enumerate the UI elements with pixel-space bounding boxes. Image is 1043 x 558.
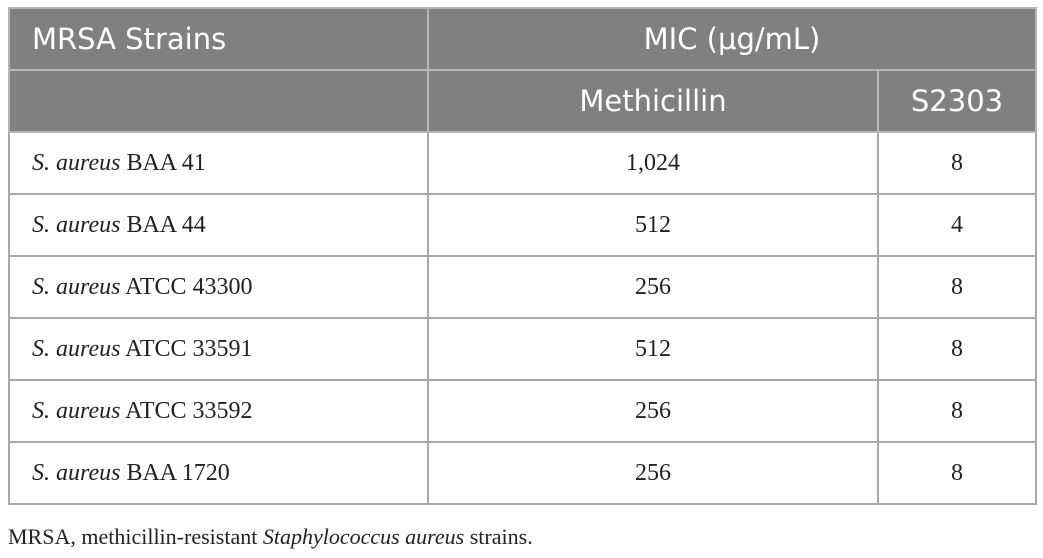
column-header: Methicillin [427, 69, 879, 133]
footnote-species: Staphylococcus aureus [262, 524, 465, 549]
mic-cell: 256 [427, 379, 879, 443]
strain: BAA 44 [126, 211, 206, 238]
strain-cell: S. aureus ATCC 33592 [8, 379, 429, 443]
strain: BAA 41 [126, 149, 206, 176]
strain: BAA 1720 [126, 459, 230, 486]
strain-cell: S. aureus BAA 1720 [8, 441, 429, 505]
strain-header: MRSA Strains [8, 7, 429, 71]
species: S. aureus [32, 397, 121, 424]
species: S. aureus [32, 149, 121, 176]
strain: ATCC 33592 [125, 397, 253, 424]
table-row: S. aureus BAA 1720 256 8 [8, 441, 1037, 505]
table-row: S. aureus ATCC 43300 256 8 [8, 255, 1037, 319]
mic-cell: 1,024 [427, 131, 879, 195]
mic-cell: 8 [877, 379, 1037, 443]
strain: ATCC 33591 [125, 335, 253, 362]
table-row: S. aureus ATCC 33592 256 8 [8, 379, 1037, 443]
mic-cell: 256 [427, 255, 879, 319]
species: S. aureus [32, 459, 121, 486]
strain: ATCC 43300 [125, 273, 253, 300]
table-row: S. aureus BAA 44 512 4 [8, 193, 1037, 257]
mic-cell: 8 [877, 317, 1037, 381]
species: S. aureus [32, 273, 121, 300]
footnote: MRSA, methicillin-resistant Staphylococc… [8, 524, 533, 550]
mic-cell: 4 [877, 193, 1037, 257]
mic-header: MIC (μg/mL) [427, 7, 1037, 71]
table-row: S. aureus ATCC 33591 512 8 [8, 317, 1037, 381]
mic-cell: 256 [427, 441, 879, 505]
table-body: S. aureus BAA 41 1,024 8 S. aureus BAA 44 51… [8, 131, 1037, 505]
mic-cell: 8 [877, 131, 1037, 195]
strain-cell: S. aureus ATCC 33591 [8, 317, 429, 381]
column-header: S2303 [877, 69, 1037, 133]
mic-cell: 8 [877, 441, 1037, 505]
table-row: S. aureus BAA 41 1,024 8 [8, 131, 1037, 195]
strain-cell: S. aureus BAA 41 [8, 131, 429, 195]
mic-table: MRSA Strains MIC (μg/mL) Methicillin S23… [8, 7, 1037, 505]
empty-header [8, 69, 429, 133]
strain-cell: S. aureus ATCC 43300 [8, 255, 429, 319]
mic-cell: 8 [877, 255, 1037, 319]
footnote-text: strains. [469, 524, 533, 549]
species: S. aureus [32, 211, 121, 238]
footnote-text: MRSA, methicillin-resistant [8, 524, 258, 549]
species: S. aureus [32, 335, 121, 362]
strain-cell: S. aureus BAA 44 [8, 193, 429, 257]
mic-cell: 512 [427, 317, 879, 381]
mic-cell: 512 [427, 193, 879, 257]
